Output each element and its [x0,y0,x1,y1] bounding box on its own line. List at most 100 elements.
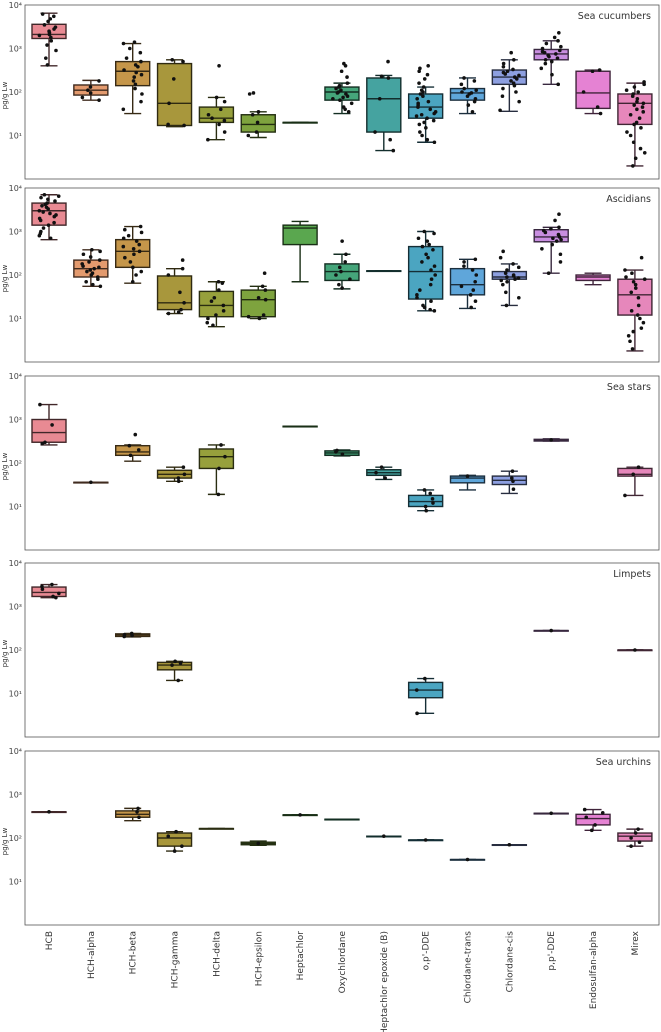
data-point [628,133,633,138]
data-point [420,260,424,264]
data-point [593,823,597,827]
data-point [633,648,637,652]
y-tick-label: 10³ [9,45,22,54]
data-point [422,77,427,81]
data-point [500,94,505,99]
data-point [134,70,138,75]
box-iqr [449,267,486,296]
data-point [427,242,431,247]
data-point [121,244,126,249]
data-point [261,313,266,317]
data-point [459,82,464,87]
data-point [98,249,102,254]
data-point [473,299,478,303]
data-point [206,137,210,142]
box-o-p-dde [407,488,444,513]
panel-frame [24,375,660,551]
box-endosulfan-alpha [575,272,611,286]
data-point [174,829,178,834]
data-point [182,300,186,305]
data-point [92,266,97,271]
y-tick-label: 10² [9,459,22,468]
y-tick-label: 10⁴ [9,559,22,568]
data-point [642,277,647,282]
box-iqr [156,62,193,127]
data-point [181,59,185,64]
data-point [431,501,435,505]
data-point [549,811,553,816]
box-iqr [575,274,611,282]
data-point [40,587,45,591]
data-point [432,140,437,145]
data-point [637,116,642,120]
box-p-p-dde [533,212,569,275]
y-tick-label: 10² [9,834,22,843]
data-point [415,293,419,297]
data-point [636,295,641,300]
data-point [337,282,341,287]
data-point [641,320,646,325]
data-point [126,233,131,238]
data-point [636,465,641,470]
data-point [636,90,640,94]
data-point [595,105,600,109]
box-hch-delta [198,443,235,497]
data-point [348,277,352,282]
data-point [633,831,638,835]
data-point [504,290,508,295]
data-point [433,273,437,277]
data-point [137,815,141,820]
x-tick-label: HCH-epsilon [254,931,264,986]
data-point [473,257,478,262]
box-hch-beta [114,631,151,639]
data-point [171,77,176,81]
data-point [139,59,143,64]
data-point [631,472,636,477]
data-point [254,130,259,134]
data-point [257,316,262,321]
panel-frame [24,562,660,738]
data-point [473,96,478,101]
data-point [637,840,642,845]
data-point [424,508,429,513]
data-point [429,277,434,282]
data-point [639,326,644,330]
data-point [138,224,143,229]
x-tick-label: Chlordane-trans [464,931,474,1004]
data-point [505,69,510,74]
data-point [345,94,350,99]
data-point [128,260,133,264]
data-point [428,282,433,287]
box-chlordane-trans [449,76,486,115]
y-axis-label: pg/g Lw [1,639,9,667]
box-hch-delta [198,279,235,328]
data-point [47,32,52,37]
data-point [96,277,100,282]
data-point [416,105,420,109]
data-point [418,92,423,96]
y-axis-label: pg/g Lw [1,452,9,480]
data-point [460,90,464,94]
data-point [44,56,48,60]
data-point [509,79,513,83]
data-point [470,110,475,114]
data-point [559,44,563,49]
data-point [176,678,181,683]
data-point [222,99,227,104]
data-point [246,314,251,319]
data-point [512,83,517,88]
data-point [630,347,635,351]
y-tick-label: 10⁴ [9,1,22,10]
data-point [543,61,548,66]
data-point [39,195,43,200]
data-point [210,116,214,120]
data-point [340,286,344,290]
data-point [172,849,177,853]
box-hch-alpha [73,79,109,102]
data-point [56,194,61,198]
box-iqr [156,275,193,311]
data-point [121,41,126,46]
data-point [628,112,633,117]
data-point [633,286,638,290]
data-point [136,806,140,811]
